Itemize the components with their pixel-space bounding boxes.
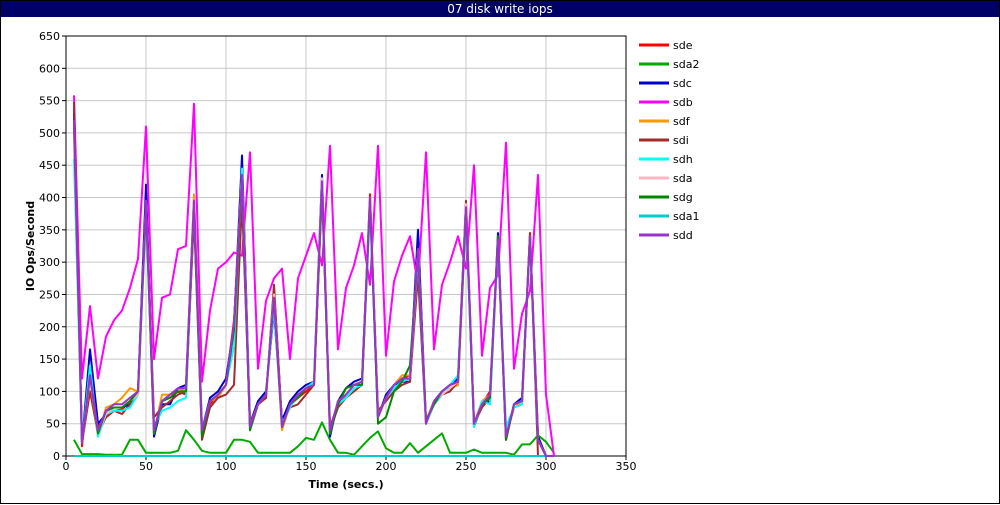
legend-label-sdc: sdc <box>673 77 692 90</box>
legend-label-sdg: sdg <box>673 191 693 204</box>
legend-label-sda: sda <box>673 172 692 185</box>
x-tick-label: 150 <box>296 460 317 473</box>
x-tick-label: 350 <box>616 460 637 473</box>
y-axis-title: IO Ops/Second <box>24 201 37 291</box>
y-tick-label: 0 <box>53 450 60 463</box>
legend-label-sdf: sdf <box>673 115 691 128</box>
y-tick-label: 400 <box>39 192 60 205</box>
x-tick-label: 250 <box>456 460 477 473</box>
y-tick-label: 200 <box>39 321 60 334</box>
y-tick-label: 500 <box>39 127 60 140</box>
x-tick-label: 300 <box>536 460 557 473</box>
y-tick-label: 650 <box>39 30 60 43</box>
legend-label-sda1: sda1 <box>673 210 699 223</box>
chart-title: 07 disk write iops <box>1 1 999 17</box>
y-tick-label: 600 <box>39 62 60 75</box>
legend-label-sdi: sdi <box>673 134 689 147</box>
x-tick-label: 50 <box>139 460 153 473</box>
series-line-sdb <box>73 95 555 457</box>
x-tick-label: 0 <box>63 460 70 473</box>
legend-label-sde: sde <box>673 39 693 52</box>
x-tick-label: 200 <box>376 460 397 473</box>
legend-label-sdb: sdb <box>673 96 693 109</box>
x-axis-title: Time (secs.) <box>308 478 383 491</box>
legend-label-sdh: sdh <box>673 153 693 166</box>
y-tick-label: 50 <box>46 418 60 431</box>
y-tick-label: 150 <box>39 353 60 366</box>
y-tick-label: 350 <box>39 224 60 237</box>
y-tick-label: 450 <box>39 159 60 172</box>
y-tick-label: 250 <box>39 288 60 301</box>
y-tick-label: 300 <box>39 256 60 269</box>
y-tick-label: 550 <box>39 95 60 108</box>
series-line-sdd <box>73 119 554 457</box>
legend-label-sda2: sda2 <box>673 58 699 71</box>
series-line-sda2 <box>73 421 555 456</box>
y-tick-label: 100 <box>39 385 60 398</box>
x-tick-label: 100 <box>216 460 237 473</box>
legend-label-sdd: sdd <box>673 229 693 242</box>
